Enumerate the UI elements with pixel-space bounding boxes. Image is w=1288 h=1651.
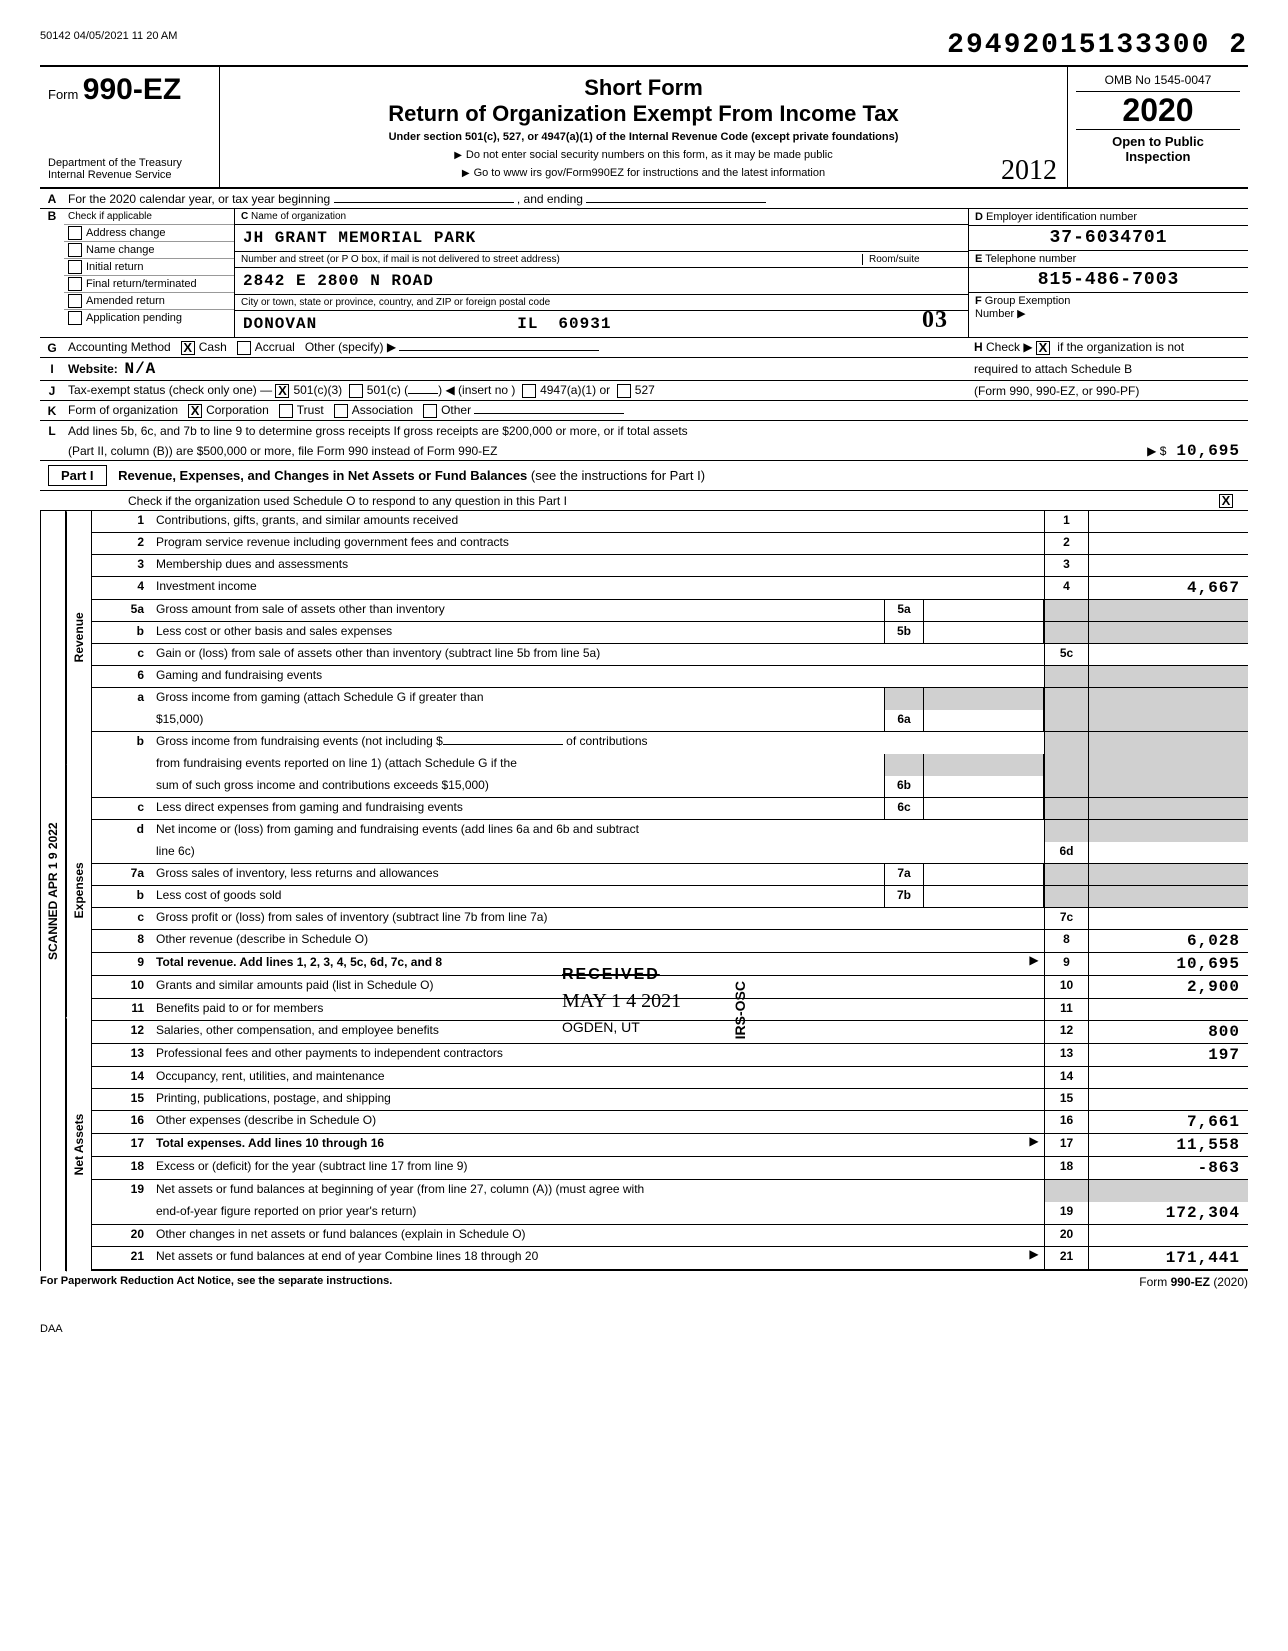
top-right-code: 29492015133300 2 xyxy=(947,30,1248,61)
cb-other-org[interactable] xyxy=(423,404,437,418)
cb-initial[interactable] xyxy=(68,260,82,274)
section-b-block: B Check if applicable Address change Nam… xyxy=(40,209,1248,338)
phone: 815-486-7003 xyxy=(969,268,1248,293)
line10-val: 2,900 xyxy=(1088,976,1248,998)
tax-year: 2020 xyxy=(1076,92,1240,129)
cb-amended[interactable] xyxy=(68,294,82,308)
cb-schedule-b[interactable] xyxy=(1036,341,1050,355)
handwritten-03: 03 xyxy=(922,307,948,334)
zip: 60931 xyxy=(558,315,611,333)
cb-501c[interactable] xyxy=(349,384,363,398)
daa-label: DAA xyxy=(40,1323,1248,1335)
cb-address[interactable] xyxy=(68,226,82,240)
gross-receipts: 10,695 xyxy=(1176,442,1240,460)
street-address: 2842 E 2800 N ROAD xyxy=(235,268,968,295)
line18-val: -863 xyxy=(1088,1157,1248,1179)
form-header: Form 990-EZ Department of the Treasury I… xyxy=(40,65,1248,189)
cb-cash[interactable] xyxy=(181,341,195,355)
letter-a: A xyxy=(40,192,64,206)
section-i: I Website: N/A required to attach Schedu… xyxy=(40,358,1248,381)
line21-val: 171,441 xyxy=(1088,1247,1248,1269)
org-name: JH GRANT MEMORIAL PARK xyxy=(235,225,968,252)
vert-net-assets: Net Assets xyxy=(66,1018,91,1271)
cb-final[interactable] xyxy=(68,277,82,291)
line19-val: 172,304 xyxy=(1088,1202,1248,1224)
check-applicable: Check if applicable xyxy=(64,209,234,225)
scanned-stamp: SCANNED APR 1 9 2022 xyxy=(40,511,65,1271)
warning: Do not enter social security numbers on … xyxy=(228,149,1059,161)
line4-val: 4,667 xyxy=(1088,577,1248,599)
cb-501c3[interactable] xyxy=(275,384,289,398)
top-left-code: 50142 04/05/2021 11 20 AM xyxy=(40,30,177,42)
return-title: Return of Organization Exempt From Incom… xyxy=(228,101,1059,127)
form-prefix: Form xyxy=(48,87,78,102)
inspection: Inspection xyxy=(1076,149,1240,164)
line8-val: 6,028 xyxy=(1088,930,1248,952)
page-header: 50142 04/05/2021 11 20 AM 29492015133300… xyxy=(40,30,1248,61)
cb-corp[interactable] xyxy=(188,404,202,418)
goto: Go to www irs gov/Form990EZ for instruct… xyxy=(228,167,1059,179)
cb-pending[interactable] xyxy=(68,311,82,325)
section-a: A For the 2020 calendar year, or tax yea… xyxy=(40,189,1248,209)
vert-revenue: Revenue xyxy=(66,511,91,764)
line13-val: 197 xyxy=(1088,1044,1248,1066)
lines-grid: SCANNED APR 1 9 2022 Revenue Expenses Ne… xyxy=(40,511,1248,1271)
section-l-1: L Add lines 5b, 6c, and 7b to line 9 to … xyxy=(40,421,1248,441)
line9-val: 10,695 xyxy=(1088,953,1248,975)
dept-irs: Internal Revenue Service xyxy=(48,169,211,181)
line12-val: 800 xyxy=(1088,1021,1248,1043)
short-form-label: Short Form xyxy=(228,75,1059,101)
footer: For Paperwork Reduction Act Notice, see … xyxy=(40,1271,1248,1293)
line16-val: 7,661 xyxy=(1088,1111,1248,1133)
cb-527[interactable] xyxy=(617,384,631,398)
line17-val: 11,558 xyxy=(1088,1134,1248,1156)
part1-check: Check if the organization used Schedule … xyxy=(40,491,1248,511)
cb-accrual[interactable] xyxy=(237,341,251,355)
dept-treasury: Department of the Treasury xyxy=(48,157,211,169)
received-stamp: RECEIVED MAY 1 4 2021 OGDEN, UT xyxy=(562,966,681,1035)
irs-osc-stamp: IRS-OSC xyxy=(732,981,748,1039)
website: N/A xyxy=(124,360,156,378)
section-g: G Accounting Method Cash Accrual Other (… xyxy=(40,338,1248,358)
cb-assoc[interactable] xyxy=(334,404,348,418)
letter-b: B xyxy=(40,209,64,337)
cb-schedule-o[interactable] xyxy=(1219,494,1233,508)
open-public: Open to Public xyxy=(1076,134,1240,149)
section-l-2: (Part II, column (B)) are $500,000 or mo… xyxy=(40,441,1248,461)
section-k: K Form of organization Corporation Trust… xyxy=(40,401,1248,421)
cb-name[interactable] xyxy=(68,243,82,257)
form-number: 990-EZ xyxy=(83,73,181,106)
subtitle: Under section 501(c), 527, or 4947(a)(1)… xyxy=(228,131,1059,143)
part1-header: Part I Revenue, Expenses, and Changes in… xyxy=(40,461,1248,491)
city: DONOVAN xyxy=(243,315,317,333)
section-j: J Tax-exempt status (check only one) — 5… xyxy=(40,381,1248,401)
ein: 37-6034701 xyxy=(969,226,1248,251)
vert-expenses: Expenses xyxy=(66,764,91,1017)
handwritten-2012: 2012 xyxy=(1001,155,1057,187)
cb-trust[interactable] xyxy=(279,404,293,418)
cb-4947[interactable] xyxy=(522,384,536,398)
state: IL xyxy=(517,315,538,333)
omb-number: OMB No 1545-0047 xyxy=(1076,73,1240,92)
